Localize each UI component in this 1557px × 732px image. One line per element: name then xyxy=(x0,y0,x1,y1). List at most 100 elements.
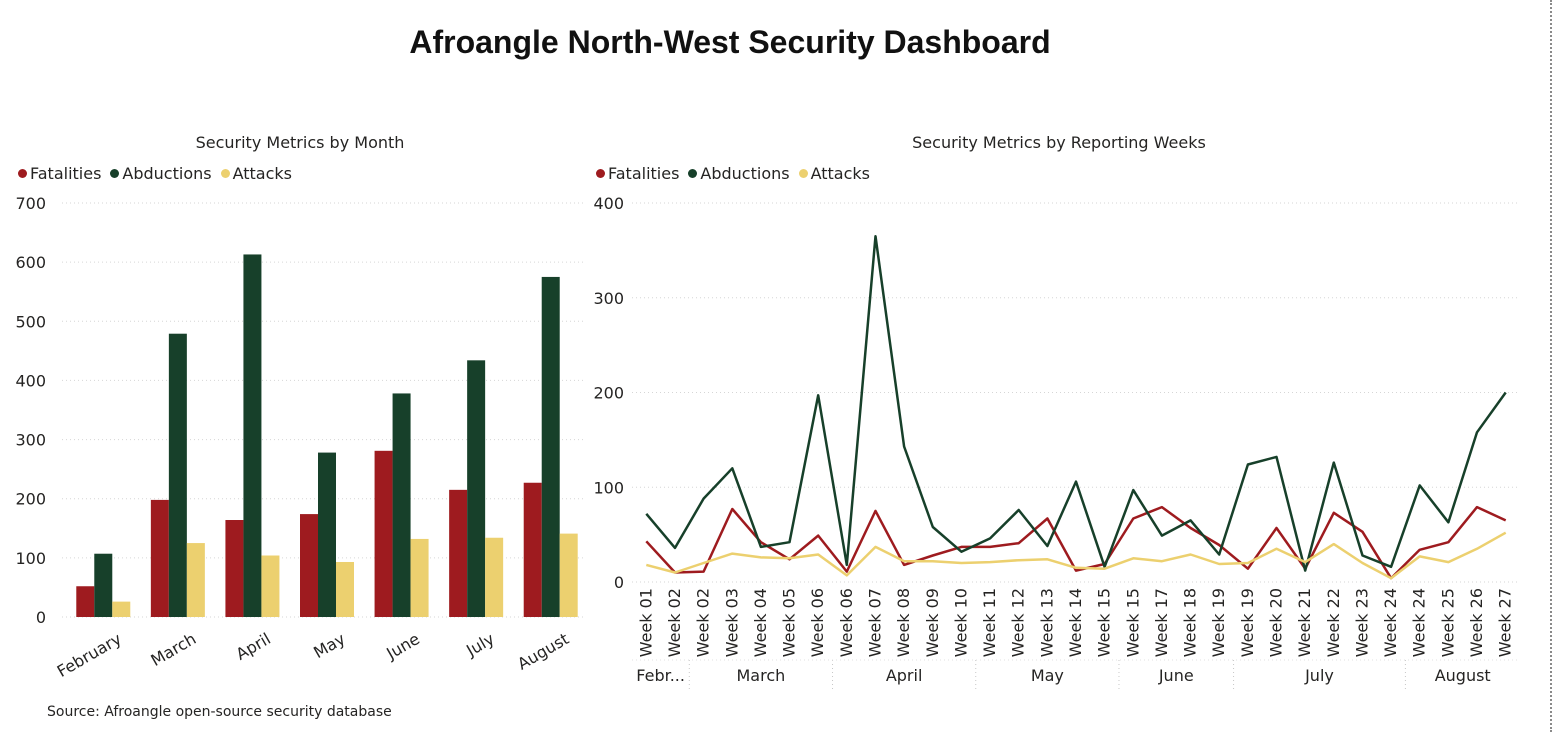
point-attacks[interactable] xyxy=(728,550,736,558)
point-attacks[interactable] xyxy=(1330,540,1338,548)
point-abductions[interactable] xyxy=(1330,459,1338,467)
point-abductions[interactable] xyxy=(1473,428,1481,436)
point-attacks[interactable] xyxy=(1072,564,1080,572)
legend-item-attacks[interactable]: Attacks xyxy=(220,164,292,183)
point-attacks[interactable] xyxy=(642,561,650,569)
bar-fatalities-may[interactable] xyxy=(300,514,318,617)
point-abductions[interactable] xyxy=(1043,542,1051,550)
bar-attacks-march[interactable] xyxy=(186,543,205,617)
point-attacks[interactable] xyxy=(929,557,937,565)
point-abductions[interactable] xyxy=(871,232,879,240)
point-fatalities[interactable] xyxy=(814,532,822,540)
point-abductions[interactable] xyxy=(1444,518,1452,526)
point-fatalities[interactable] xyxy=(642,537,650,545)
bar-attacks-february[interactable] xyxy=(112,601,131,617)
bar-abductions-february[interactable] xyxy=(94,553,113,617)
bar-attacks-june[interactable] xyxy=(410,538,429,617)
point-abductions[interactable] xyxy=(1129,486,1137,494)
point-fatalities[interactable] xyxy=(1444,538,1452,546)
point-attacks[interactable] xyxy=(1502,529,1510,537)
point-attacks[interactable] xyxy=(1129,554,1137,562)
point-abductions[interactable] xyxy=(957,548,965,556)
bar-abductions-april[interactable] xyxy=(243,254,262,617)
point-abductions[interactable] xyxy=(843,561,851,569)
bar-attacks-may[interactable] xyxy=(336,561,354,617)
point-fatalities[interactable] xyxy=(1129,515,1137,523)
point-abductions[interactable] xyxy=(700,495,708,503)
point-attacks[interactable] xyxy=(871,543,879,551)
point-fatalities[interactable] xyxy=(986,543,994,551)
point-attacks[interactable] xyxy=(900,557,908,565)
bar-fatalities-february[interactable] xyxy=(76,586,95,617)
bar-fatalities-april[interactable] xyxy=(225,520,244,617)
point-attacks[interactable] xyxy=(843,571,851,579)
point-abductions[interactable] xyxy=(1416,481,1424,489)
point-abductions[interactable] xyxy=(1072,478,1080,486)
legend-item-attacks[interactable]: Attacks xyxy=(798,164,870,183)
point-abductions[interactable] xyxy=(1301,567,1309,575)
series-line-attacks[interactable] xyxy=(645,531,1507,580)
legend-item-abductions[interactable]: Abductions xyxy=(688,164,790,183)
point-attacks[interactable] xyxy=(986,558,994,566)
point-fatalities[interactable] xyxy=(1330,509,1338,517)
point-attacks[interactable] xyxy=(1301,558,1309,566)
point-attacks[interactable] xyxy=(1187,551,1195,559)
point-abductions[interactable] xyxy=(900,443,908,451)
bar-fatalities-june[interactable] xyxy=(374,450,393,617)
point-attacks[interactable] xyxy=(1444,558,1452,566)
point-abductions[interactable] xyxy=(1215,551,1223,559)
point-fatalities[interactable] xyxy=(1358,528,1366,536)
point-fatalities[interactable] xyxy=(1015,539,1023,547)
point-abductions[interactable] xyxy=(1387,563,1395,571)
point-attacks[interactable] xyxy=(1416,552,1424,560)
point-abductions[interactable] xyxy=(1015,506,1023,514)
bar-attacks-april[interactable] xyxy=(261,555,280,617)
point-attacks[interactable] xyxy=(1101,565,1109,573)
point-abductions[interactable] xyxy=(986,534,994,542)
point-abductions[interactable] xyxy=(1244,461,1252,469)
legend-item-fatalities[interactable]: Fatalities xyxy=(18,164,101,183)
point-attacks[interactable] xyxy=(1043,555,1051,563)
point-abductions[interactable] xyxy=(814,391,822,399)
point-fatalities[interactable] xyxy=(871,507,879,515)
series-line-abductions[interactable] xyxy=(645,234,1507,572)
point-abductions[interactable] xyxy=(929,523,937,531)
point-attacks[interactable] xyxy=(1244,559,1252,567)
point-fatalities[interactable] xyxy=(728,505,736,513)
point-attacks[interactable] xyxy=(1273,545,1281,553)
point-attacks[interactable] xyxy=(1215,560,1223,568)
point-attacks[interactable] xyxy=(957,559,965,567)
point-abductions[interactable] xyxy=(1502,389,1510,397)
point-abductions[interactable] xyxy=(642,510,650,518)
point-abductions[interactable] xyxy=(786,538,794,546)
point-attacks[interactable] xyxy=(757,553,765,561)
point-fatalities[interactable] xyxy=(1273,524,1281,532)
point-attacks[interactable] xyxy=(1387,574,1395,582)
bar-abductions-may[interactable] xyxy=(318,452,336,617)
point-attacks[interactable] xyxy=(1158,557,1166,565)
bar-abductions-july[interactable] xyxy=(467,360,486,617)
point-abductions[interactable] xyxy=(1273,453,1281,461)
point-fatalities[interactable] xyxy=(1158,503,1166,511)
point-abductions[interactable] xyxy=(757,543,765,551)
point-abductions[interactable] xyxy=(1187,516,1195,524)
legend-item-abductions[interactable]: Abductions xyxy=(110,164,212,183)
bar-abductions-august[interactable] xyxy=(541,276,560,617)
bar-attacks-july[interactable] xyxy=(485,537,504,617)
point-abductions[interactable] xyxy=(1158,532,1166,540)
point-fatalities[interactable] xyxy=(1043,515,1051,523)
bar-fatalities-july[interactable] xyxy=(449,489,468,617)
bar-abductions-march[interactable] xyxy=(168,333,187,617)
point-fatalities[interactable] xyxy=(1502,516,1510,524)
point-attacks[interactable] xyxy=(786,554,794,562)
point-abductions[interactable] xyxy=(671,544,679,552)
bar-attacks-august[interactable] xyxy=(559,533,578,617)
point-attacks[interactable] xyxy=(671,569,679,577)
bar-fatalities-august[interactable] xyxy=(523,482,542,617)
point-fatalities[interactable] xyxy=(700,568,708,576)
point-attacks[interactable] xyxy=(700,559,708,567)
point-abductions[interactable] xyxy=(728,464,736,472)
point-attacks[interactable] xyxy=(1015,556,1023,564)
